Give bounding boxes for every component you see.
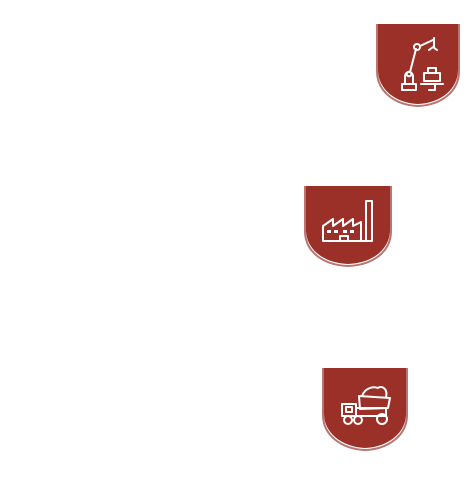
dump-truck-icon	[322, 368, 408, 452]
industrial-robot-badge	[376, 22, 460, 108]
factory-icon	[304, 186, 392, 268]
robotic-arm-icon	[376, 24, 460, 108]
mining-truck-badge	[322, 366, 408, 452]
factory-badge	[304, 184, 392, 268]
